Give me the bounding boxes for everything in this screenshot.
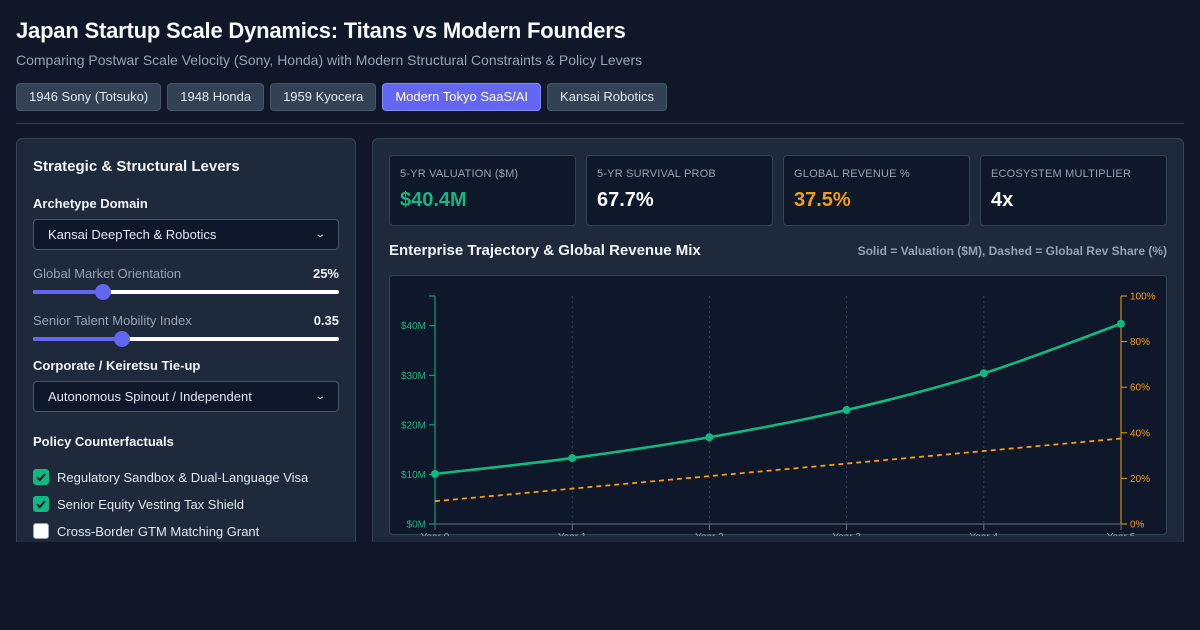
kpi-value: 67.7% xyxy=(597,189,654,211)
archetype-tabs: 1946 Sony (Totsuko) 1948 Honda 1959 Kyoc… xyxy=(16,83,1184,111)
talent-mobility-row: Senior Talent Mobility Index 0.35 xyxy=(33,313,339,328)
slider-thumb[interactable] xyxy=(113,331,130,347)
chart-legend-note: Solid = Valuation ($M), Dashed = Global … xyxy=(857,243,1167,258)
page-title: Japan Startup Scale Dynamics: Titans vs … xyxy=(16,18,626,43)
kpi-label: 5-YR SURVIVAL PROB xyxy=(597,168,716,180)
y-left-tick-label: $20M xyxy=(401,420,426,431)
y-right-tick-label: 80% xyxy=(1130,337,1150,348)
talent-mobility-label: Senior Talent Mobility Index xyxy=(33,313,192,328)
kpi-label: 5-YR VALUATION ($M) xyxy=(400,168,519,180)
x-tick-label: Year 3 xyxy=(832,532,861,536)
results-panel: 5-YR VALUATION ($M) $40.4M 5-YR SURVIVAL… xyxy=(372,138,1184,542)
kpi-global-revenue: GLOBAL REVENUE % 37.5% xyxy=(783,155,970,226)
kpi-valuation: 5-YR VALUATION ($M) $40.4M xyxy=(389,155,576,226)
keiretsu-select[interactable]: Autonomous Spinout / Independent ⌄ xyxy=(33,381,339,412)
levers-panel: Strategic & Structural Levers Archetype … xyxy=(16,138,356,542)
kpi-label: ECOSYSTEM MULTIPLIER xyxy=(991,168,1132,180)
kpi-value: $40.4M xyxy=(400,189,467,211)
y-right-tick-label: 0% xyxy=(1130,520,1145,531)
talent-mobility-value: 0.35 xyxy=(313,313,339,328)
policy-sandbox-visa[interactable]: Regulatory Sandbox & Dual-Language Visa xyxy=(33,468,339,486)
kpi-value: 37.5% xyxy=(794,189,851,211)
valuation-point xyxy=(431,469,439,478)
global-orientation-slider[interactable] xyxy=(33,284,339,300)
chevron-down-icon: ⌄ xyxy=(313,391,326,402)
policy-list: Regulatory Sandbox & Dual-Language Visa … xyxy=(33,468,339,540)
checkbox[interactable] xyxy=(33,523,49,539)
policy-label: Regulatory Sandbox & Dual-Language Visa xyxy=(57,469,309,485)
levers-title: Strategic & Structural Levers xyxy=(33,158,240,175)
checkmark-icon xyxy=(36,500,46,509)
y-left-tick-label: $0M xyxy=(407,520,426,531)
talent-mobility-slider[interactable] xyxy=(33,331,339,347)
checkbox[interactable] xyxy=(33,496,49,512)
kpi-label: GLOBAL REVENUE % xyxy=(794,168,910,180)
archetype-select[interactable]: Kansai DeepTech & Robotics ⌄ xyxy=(33,219,339,250)
policy-gtm-grant[interactable]: Cross-Border GTM Matching Grant xyxy=(33,522,339,540)
slider-thumb[interactable] xyxy=(95,284,112,300)
x-tick-label: Year 2 xyxy=(695,532,724,536)
keiretsu-label: Corporate / Keiretsu Tie-up xyxy=(33,358,201,373)
policy-equity-tax-shield[interactable]: Senior Equity Vesting Tax Shield xyxy=(33,495,339,513)
y-right-tick-label: 100% xyxy=(1130,292,1156,303)
tab-honda[interactable]: 1948 Honda xyxy=(167,83,265,111)
tab-sony[interactable]: 1946 Sony (Totsuko) xyxy=(16,83,162,111)
global-orientation-row: Global Market Orientation 25% xyxy=(33,266,339,281)
x-tick-label: Year 0 xyxy=(421,532,450,536)
valuation-point xyxy=(705,433,714,442)
checkmark-icon xyxy=(36,473,46,482)
tab-kansai-robotics[interactable]: Kansai Robotics xyxy=(547,83,667,111)
kpi-survival: 5-YR SURVIVAL PROB 67.7% xyxy=(586,155,773,226)
trajectory-chart-svg: $0M $10M $20M $30M $40M 0% 20% 40% 60% 80% 100% Yea… xyxy=(401,292,1156,537)
header-divider xyxy=(16,123,1184,124)
checkbox[interactable] xyxy=(33,469,49,485)
valuation-point xyxy=(842,406,851,414)
y-right-tick-label: 20% xyxy=(1130,474,1150,485)
y-left-tick-label: $30M xyxy=(401,371,426,382)
policy-title: Policy Counterfactuals xyxy=(33,434,174,449)
kpi-value: 4x xyxy=(991,189,1014,211)
chart-title: Enterprise Trajectory & Global Revenue M… xyxy=(389,242,701,259)
tab-kyocera[interactable]: 1959 Kyocera xyxy=(270,83,377,111)
y-left-tick-label: $40M xyxy=(401,321,426,332)
x-tick-label: Year 4 xyxy=(970,532,999,536)
kpi-ecosystem-multiplier: ECOSYSTEM MULTIPLIER 4x xyxy=(980,155,1167,226)
chevron-down-icon: ⌄ xyxy=(313,229,326,240)
page-subtitle: Comparing Postwar Scale Velocity (Sony, … xyxy=(16,52,643,68)
valuation-point xyxy=(979,369,988,378)
policy-label: Cross-Border GTM Matching Grant xyxy=(57,523,260,539)
trajectory-chart: $0M $10M $20M $30M $40M 0% 20% 40% 60% 80% 100% Yea… xyxy=(389,275,1167,537)
y-right-tick-label: 60% xyxy=(1130,383,1150,394)
valuation-point xyxy=(568,454,577,463)
archetype-select-value: Kansai DeepTech & Robotics xyxy=(48,227,217,242)
x-tick-label: Year 1 xyxy=(558,532,587,536)
global-orientation-label: Global Market Orientation xyxy=(33,266,182,281)
global-orientation-value: 25% xyxy=(312,266,339,281)
policy-label: Senior Equity Vesting Tax Shield xyxy=(57,496,244,512)
series-line-valuation xyxy=(434,322,1122,476)
x-tick-label: Year 5 xyxy=(1107,532,1136,536)
y-left-tick-label: $10M xyxy=(401,470,426,481)
tab-modern-tokyo[interactable]: Modern Tokyo SaaS/AI xyxy=(382,83,542,111)
archetype-label: Archetype Domain xyxy=(33,196,148,211)
series-line-global-share xyxy=(434,437,1122,503)
valuation-point xyxy=(1117,319,1125,328)
y-right-tick-label: 40% xyxy=(1130,428,1150,439)
keiretsu-select-value: Autonomous Spinout / Independent xyxy=(48,389,252,404)
kpi-row: 5-YR VALUATION ($M) $40.4M 5-YR SURVIVAL… xyxy=(389,155,1167,226)
chart-header: Enterprise Trajectory & Global Revenue M… xyxy=(389,242,1167,259)
